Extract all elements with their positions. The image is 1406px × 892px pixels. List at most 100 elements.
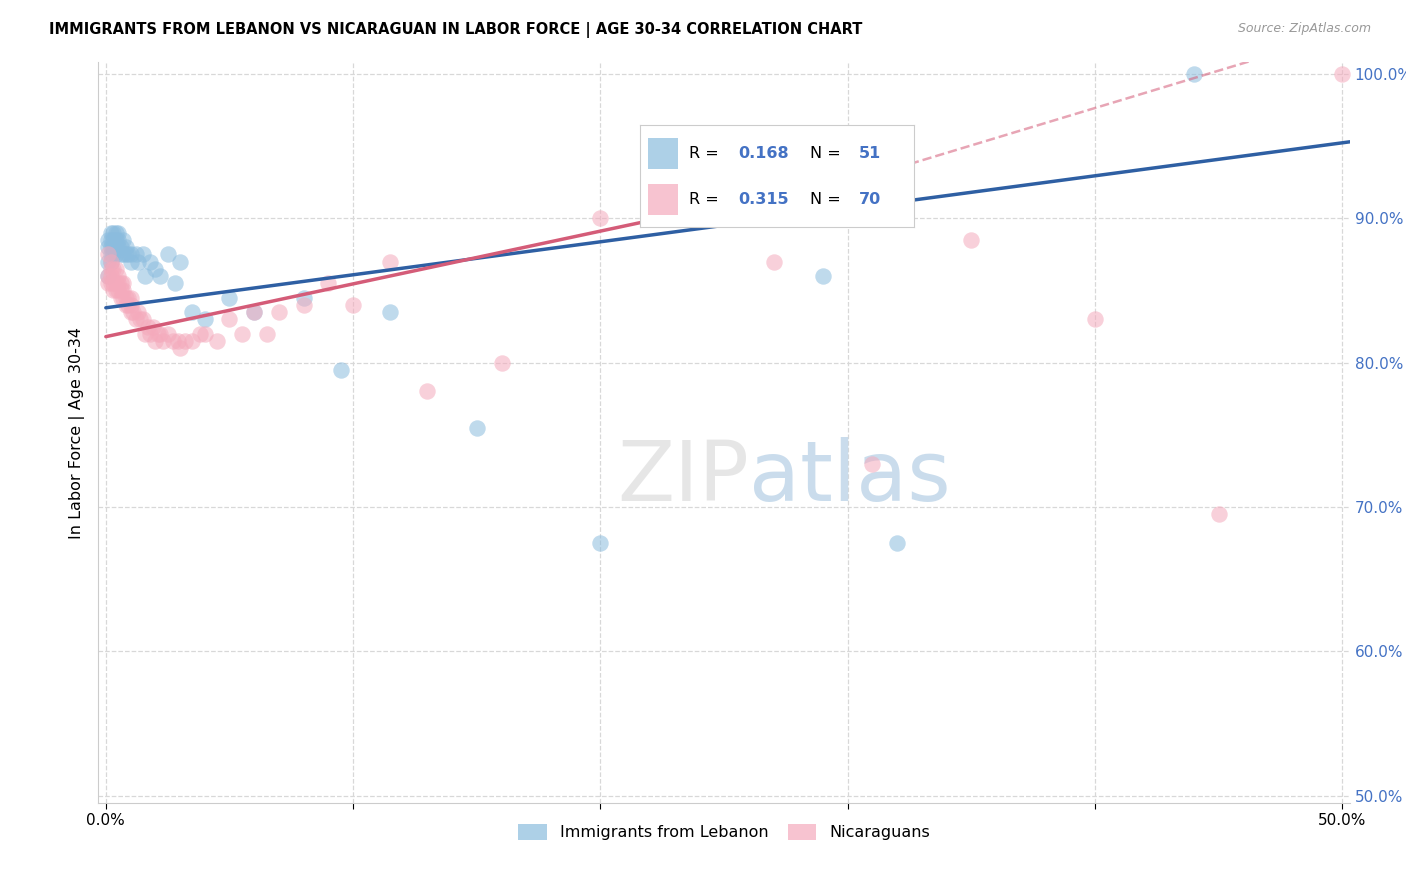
Point bbox=[491, 356, 513, 370]
Point bbox=[117, 291, 139, 305]
FancyBboxPatch shape bbox=[648, 138, 678, 169]
Point bbox=[218, 312, 240, 326]
Point bbox=[117, 298, 139, 312]
Point bbox=[205, 334, 228, 348]
Point bbox=[104, 284, 127, 298]
Point bbox=[231, 326, 253, 341]
Point bbox=[134, 268, 156, 283]
Point bbox=[100, 247, 122, 261]
Point bbox=[124, 247, 146, 261]
Point bbox=[110, 247, 132, 261]
Point bbox=[103, 261, 125, 276]
Point bbox=[97, 233, 120, 247]
Point bbox=[112, 284, 135, 298]
Point bbox=[114, 240, 136, 254]
Point bbox=[169, 341, 191, 355]
Point bbox=[811, 268, 834, 283]
Point bbox=[124, 312, 146, 326]
Point bbox=[107, 277, 129, 291]
Point bbox=[110, 291, 132, 305]
Point bbox=[174, 334, 197, 348]
Point bbox=[143, 261, 166, 276]
Point bbox=[292, 298, 315, 312]
Point bbox=[243, 305, 266, 319]
Point bbox=[103, 284, 125, 298]
Point bbox=[104, 247, 127, 261]
Point bbox=[132, 247, 155, 261]
Point bbox=[127, 305, 149, 319]
Point bbox=[143, 334, 166, 348]
Point bbox=[1331, 67, 1354, 81]
Point bbox=[165, 277, 187, 291]
Point bbox=[97, 277, 120, 291]
Text: atlas: atlas bbox=[749, 436, 950, 517]
Point bbox=[104, 261, 127, 276]
Point bbox=[181, 334, 204, 348]
Point bbox=[127, 254, 149, 268]
Point bbox=[134, 326, 156, 341]
Point bbox=[100, 226, 122, 240]
Point bbox=[120, 247, 142, 261]
Point bbox=[762, 254, 785, 268]
Point bbox=[218, 291, 240, 305]
Text: N =: N = bbox=[810, 193, 845, 207]
Point bbox=[139, 326, 162, 341]
Point bbox=[589, 536, 612, 550]
Point bbox=[100, 261, 122, 276]
Point bbox=[416, 384, 439, 399]
FancyBboxPatch shape bbox=[648, 185, 678, 215]
Point bbox=[149, 268, 172, 283]
Point bbox=[100, 277, 122, 291]
Text: 0.168: 0.168 bbox=[738, 146, 789, 161]
Point bbox=[107, 226, 129, 240]
Point bbox=[132, 312, 155, 326]
Point bbox=[112, 233, 135, 247]
Point bbox=[97, 254, 120, 268]
Point bbox=[380, 305, 402, 319]
Text: R =: R = bbox=[689, 146, 724, 161]
Point bbox=[103, 247, 125, 261]
Point bbox=[103, 226, 125, 240]
Point bbox=[1084, 312, 1107, 326]
Point bbox=[256, 326, 278, 341]
Point bbox=[120, 305, 142, 319]
Point bbox=[243, 305, 266, 319]
Point bbox=[136, 319, 159, 334]
Point bbox=[152, 334, 174, 348]
Point bbox=[664, 197, 686, 211]
Point bbox=[97, 247, 120, 261]
Point bbox=[107, 240, 129, 254]
Point bbox=[862, 457, 884, 471]
Point bbox=[1208, 507, 1230, 521]
Point bbox=[110, 277, 132, 291]
Legend: Immigrants from Lebanon, Nicaraguans: Immigrants from Lebanon, Nicaraguans bbox=[512, 817, 936, 847]
Point bbox=[104, 277, 127, 291]
Point bbox=[188, 326, 211, 341]
Point bbox=[120, 298, 142, 312]
Point bbox=[97, 268, 120, 283]
Y-axis label: In Labor Force | Age 30-34: In Labor Force | Age 30-34 bbox=[69, 326, 84, 539]
Point bbox=[120, 254, 142, 268]
Point bbox=[110, 240, 132, 254]
Point bbox=[114, 247, 136, 261]
Point bbox=[342, 298, 364, 312]
Point bbox=[107, 284, 129, 298]
Text: ZIP: ZIP bbox=[617, 436, 749, 517]
Text: Source: ZipAtlas.com: Source: ZipAtlas.com bbox=[1237, 22, 1371, 36]
Point bbox=[103, 233, 125, 247]
Point bbox=[112, 291, 135, 305]
Point bbox=[97, 268, 120, 283]
Point bbox=[114, 291, 136, 305]
Text: R =: R = bbox=[689, 193, 724, 207]
Point bbox=[149, 326, 172, 341]
Point bbox=[100, 268, 122, 283]
Point bbox=[267, 305, 290, 319]
Point bbox=[100, 254, 122, 268]
Point bbox=[117, 247, 139, 261]
Text: IMMIGRANTS FROM LEBANON VS NICARAGUAN IN LABOR FORCE | AGE 30-34 CORRELATION CHA: IMMIGRANTS FROM LEBANON VS NICARAGUAN IN… bbox=[49, 22, 863, 38]
Point bbox=[181, 305, 204, 319]
Point bbox=[107, 233, 129, 247]
Point bbox=[120, 291, 142, 305]
Point bbox=[104, 226, 127, 240]
Point bbox=[129, 312, 152, 326]
